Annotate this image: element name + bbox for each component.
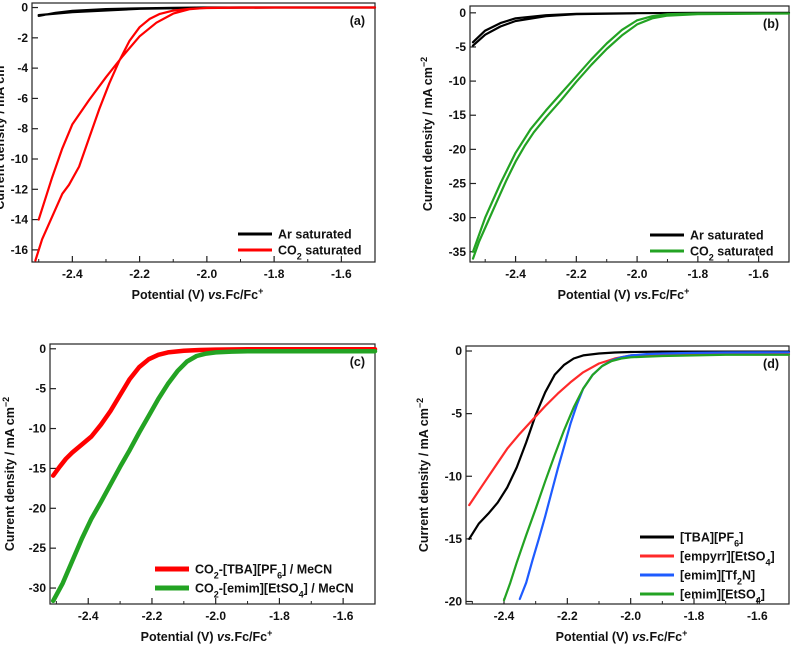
legend-label: [TBA][PF6] xyxy=(680,531,743,549)
x-tick-label: -1.6 xyxy=(333,609,354,623)
y-tick-label: -12 xyxy=(11,182,29,196)
y-tick-label: -5 xyxy=(455,40,466,54)
x-tick-label: -2.2 xyxy=(129,267,150,281)
x-tick-label: -1.6 xyxy=(747,609,768,623)
plot-frame xyxy=(49,343,376,605)
x-tick-label: -2.0 xyxy=(197,267,218,281)
y-tick-label: -30 xyxy=(449,211,467,225)
y-tick-label: -35 xyxy=(449,245,467,259)
y-tick-label: 0 xyxy=(459,6,466,20)
x-tick-label: -1.6 xyxy=(748,267,769,281)
x-tick-label: -2.2 xyxy=(142,609,163,623)
y-tick-label: -20 xyxy=(445,594,463,608)
y-tick-label: -30 xyxy=(29,581,47,595)
y-tick-label: -5 xyxy=(35,382,46,396)
panel-label: (b) xyxy=(763,17,779,31)
y-tick-label: -15 xyxy=(449,108,467,122)
series-line-0 xyxy=(468,350,791,540)
y-tick-label: -15 xyxy=(445,532,463,546)
series-line-1 xyxy=(34,6,377,262)
plot-frame xyxy=(31,2,376,263)
plot-frame xyxy=(465,345,790,605)
x-tick-label: -1.8 xyxy=(269,609,290,623)
x-tick-label: -2.2 xyxy=(557,609,578,623)
x-tick-label: -2.0 xyxy=(620,609,641,623)
y-axis-label: Current density / mA cm−2 xyxy=(0,55,7,209)
x-tick-label: -1.8 xyxy=(684,609,705,623)
y-tick-label: -10 xyxy=(11,152,29,166)
series-line-1 xyxy=(468,352,791,507)
x-tick-label: -2.4 xyxy=(78,609,99,623)
panel-label: (c) xyxy=(350,355,365,369)
y-tick-label: -20 xyxy=(29,501,47,515)
y-tick-label: -16 xyxy=(11,243,29,257)
y-tick-label: -10 xyxy=(29,422,47,436)
y-tick-label: -25 xyxy=(449,176,467,190)
legend-label: CO2 saturated xyxy=(278,244,362,262)
legend-label: CO2 saturated xyxy=(690,245,774,263)
x-tick-label: -1.8 xyxy=(264,267,285,281)
legend-label: CO2-[TBA][PF6] / MeCN xyxy=(195,563,332,581)
x-tick-label: -2.0 xyxy=(205,609,226,623)
y-tick-label: -6 xyxy=(17,91,28,105)
x-tick-label: -1.6 xyxy=(331,267,352,281)
y-tick-label: -10 xyxy=(445,469,463,483)
legend-label: CO2-[emim][EtSO4] / MeCN xyxy=(195,582,354,600)
y-tick-label: 0 xyxy=(39,342,46,356)
x-axis-label: Potential (V) vs.Fc/Fc+ xyxy=(556,628,688,644)
y-tick-label: -14 xyxy=(11,213,29,227)
y-tick-label: -4 xyxy=(17,61,28,75)
panel-label: (a) xyxy=(350,14,365,28)
plot-frame xyxy=(469,5,790,263)
x-tick-label: -2.4 xyxy=(494,609,515,623)
legend-label: [emim][Tf2N] xyxy=(680,569,755,587)
y-tick-label: -8 xyxy=(17,122,28,136)
chart-panel-d: -2.4 -2.2 -2.0 -1.8 -1.6 0 -5 -10 -15 -20 Potentia… xyxy=(415,344,791,644)
y-tick-label: 0 xyxy=(21,1,28,15)
legend-label: [emim][EtSO4] xyxy=(680,588,765,606)
y-axis-label: Current density / mA cm−2 xyxy=(419,57,435,211)
y-tick-label: -10 xyxy=(449,74,467,88)
chart-panel-b: -2.4 -2.2 -2.0 -1.8 -1.6 0 -5 -10 -15 -20 -25 -30 -3… xyxy=(419,5,791,302)
series-line-1 xyxy=(471,12,791,260)
legend-label: [empyrr][EtSO4] xyxy=(680,550,775,568)
chart-panel-c: -2.4 -2.2 -2.0 -1.8 -1.6 0 -5 -10 -15 -20 -25 -30 Po… xyxy=(1,342,378,644)
panel-label: (d) xyxy=(763,357,779,371)
x-axis-label: Potential (V) vs.Fc/Fc+ xyxy=(132,286,264,302)
legend-label: Ar saturated xyxy=(278,228,352,242)
y-tick-label: -2 xyxy=(17,31,28,45)
x-tick-label: -2.4 xyxy=(62,267,83,281)
x-tick-label: -1.8 xyxy=(688,267,709,281)
x-tick-label: -2.0 xyxy=(627,267,648,281)
y-tick-label: 0 xyxy=(455,344,462,358)
series-line-1 xyxy=(50,348,378,604)
series-line-3 xyxy=(502,353,791,602)
y-tick-label: -15 xyxy=(29,461,47,475)
y-tick-label: -25 xyxy=(29,541,47,555)
x-axis-label: Potential (V) vs.Fc/Fc+ xyxy=(558,286,690,302)
y-axis-label: Current density / mA cm−2 xyxy=(415,398,431,552)
legend-label: Ar saturated xyxy=(690,229,764,243)
chart-panel-a: -2.4 -2.2 -2.0 -1.8 -1.6 0 -2 -4 -6 -8 -10 -12 -14 -1… xyxy=(0,1,377,302)
y-tick-label: -5 xyxy=(451,407,462,421)
y-tick-label: -20 xyxy=(449,142,467,156)
series-line-0 xyxy=(50,346,378,478)
x-axis-label: Potential (V) vs.Fc/Fc+ xyxy=(141,628,273,644)
x-tick-label: -2.4 xyxy=(505,267,526,281)
x-tick-label: -2.2 xyxy=(566,267,587,281)
y-axis-label: Current density / mA cm−2 xyxy=(1,397,17,551)
